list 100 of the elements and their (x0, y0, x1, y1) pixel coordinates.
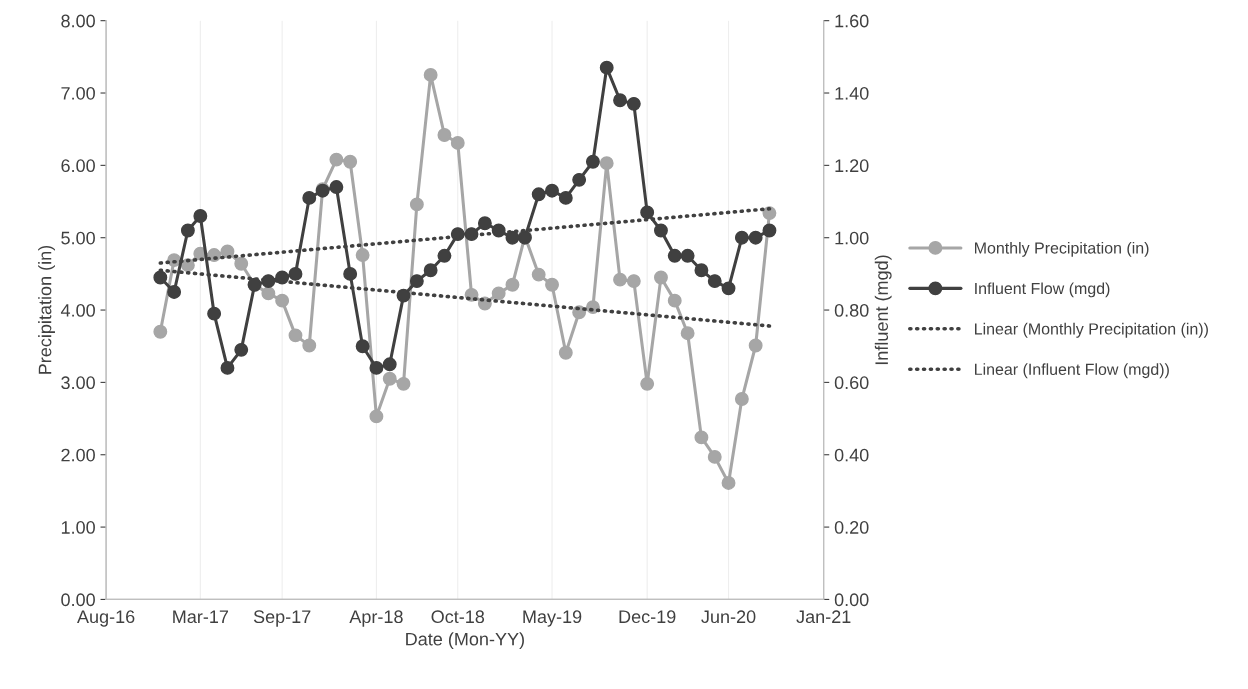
point (734, 230, 749, 245)
point (382, 371, 397, 386)
point (220, 360, 235, 375)
x-tick-label: Dec-19 (619, 610, 676, 624)
point (680, 248, 695, 263)
x-tick-label: May-19 (523, 610, 582, 627)
point (640, 376, 655, 391)
y-tick-label: 6.00 (61, 159, 95, 173)
point (234, 342, 249, 357)
point (409, 197, 424, 212)
point (626, 274, 641, 289)
point (748, 338, 763, 353)
legend-label: Linear (Monthly Precipitation (in)) (975, 322, 1208, 338)
point (654, 223, 668, 238)
point (382, 357, 397, 372)
point (261, 274, 276, 289)
point (153, 324, 168, 339)
point (288, 266, 303, 281)
point (437, 248, 452, 263)
point (640, 205, 655, 220)
point (329, 152, 344, 167)
point (654, 270, 668, 285)
x-axis-title: Date (Mon-YY) (406, 632, 524, 650)
y2-tick-label: 0.20 (834, 521, 869, 534)
point (613, 272, 627, 287)
point (234, 256, 249, 271)
point (396, 288, 411, 303)
y-tick-label: 2.00 (61, 448, 95, 462)
point (302, 338, 317, 353)
y2-tick-label: 1.40 (835, 86, 869, 100)
legend-label: Linear (Influent Flow (mgd)) (975, 363, 1169, 379)
x-tick-label: Mar-17 (173, 610, 229, 624)
point (734, 392, 749, 406)
y2-tick-label: 0.80 (834, 303, 869, 317)
point (531, 267, 546, 282)
point (423, 67, 438, 82)
point (545, 183, 559, 198)
point (450, 135, 465, 150)
point (329, 180, 344, 195)
point (707, 449, 722, 464)
point (396, 376, 411, 391)
point (558, 345, 573, 360)
point (275, 293, 290, 308)
y2-tick-label: 0.00 (834, 593, 869, 607)
point (531, 187, 546, 202)
point (599, 60, 614, 75)
point (721, 476, 736, 490)
y-tick-label: 8.00 (61, 14, 95, 28)
point (572, 172, 587, 187)
x-tick-label: Apr-18 (349, 610, 403, 627)
y-tick-label: 0.00 (61, 593, 95, 607)
y-tick-label: 4.00 (60, 303, 95, 317)
point (409, 274, 424, 289)
point (167, 285, 182, 299)
point (477, 216, 492, 231)
point (437, 128, 452, 142)
legend-label: Influent Flow (mgd) (975, 282, 1110, 298)
point (694, 263, 709, 278)
point (748, 230, 763, 245)
x-tick-label: Aug-16 (77, 610, 135, 627)
point (343, 266, 358, 281)
point (491, 286, 506, 301)
point (423, 263, 438, 278)
point (343, 154, 358, 169)
point (505, 277, 520, 292)
point (369, 409, 384, 424)
y-axis-title: Precipitation (in) (38, 245, 55, 374)
point (207, 306, 222, 321)
y2-tick-label: 1.00 (835, 231, 869, 245)
point (721, 281, 736, 296)
y-tick-label: 5.00 (61, 231, 95, 245)
x-tick-label: Sep-17 (253, 610, 311, 627)
point (261, 286, 276, 301)
y2-tick-label: 1.60 (835, 14, 869, 28)
point (355, 248, 370, 263)
point (585, 154, 600, 169)
x-tick-label: Jun-20 (701, 610, 756, 624)
point (369, 360, 384, 375)
x-tick-label: Jan-21 (796, 610, 851, 624)
point (667, 293, 682, 308)
legend-label: Monthly Precipitation (in) (975, 241, 1149, 257)
y2-tick-label: 1.20 (835, 159, 869, 173)
point (680, 326, 695, 341)
point (626, 96, 641, 111)
y-tick-label: 7.00 (61, 86, 95, 100)
y2-tick-label: 0.40 (834, 448, 869, 462)
point (355, 339, 370, 354)
point (275, 270, 290, 285)
point (599, 156, 614, 171)
x-tick-label: Oct-18 (431, 610, 485, 624)
point (180, 223, 195, 238)
point (694, 430, 709, 445)
point (193, 209, 208, 223)
point (558, 190, 573, 205)
y2-tick-label: 0.60 (834, 376, 869, 390)
y-tick-label: 1.00 (61, 521, 95, 534)
point (613, 93, 627, 108)
y2-axis-title: Influent (mgd) (874, 255, 892, 365)
point (288, 328, 303, 343)
point (667, 248, 682, 263)
